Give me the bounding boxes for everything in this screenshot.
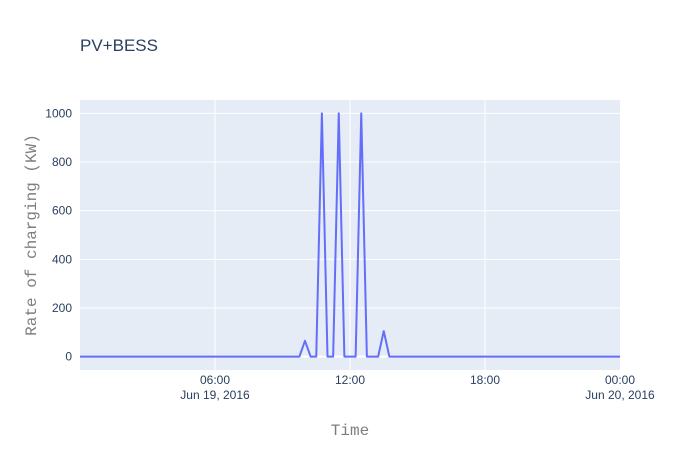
- series-layer: [80, 112, 620, 358]
- x-tick-label: 06:00: [200, 373, 230, 387]
- y-axis: 0 200 400 600 800 1000: [45, 106, 72, 363]
- x-tick-sublabel: Jun 20, 2016: [585, 388, 655, 402]
- x-tick-label: 18:00: [470, 373, 500, 387]
- x-tick-label: 00:00: [605, 373, 635, 387]
- x-tick-sublabel: Jun 19, 2016: [180, 388, 250, 402]
- y-tick-label: 400: [52, 252, 72, 266]
- x-axis-title: Time: [331, 422, 369, 440]
- series-line: [80, 112, 620, 358]
- y-tick-label: 200: [52, 301, 72, 315]
- y-tick-label: 600: [52, 204, 72, 218]
- x-tick-label: 12:00: [335, 373, 365, 387]
- y-axis-title: Rate of charging (KW): [23, 134, 41, 336]
- chart-title: PV+BESS: [80, 36, 158, 55]
- y-tick-label: 1000: [45, 106, 72, 120]
- y-tick-label: 0: [65, 350, 72, 364]
- y-tick-label: 800: [52, 155, 72, 169]
